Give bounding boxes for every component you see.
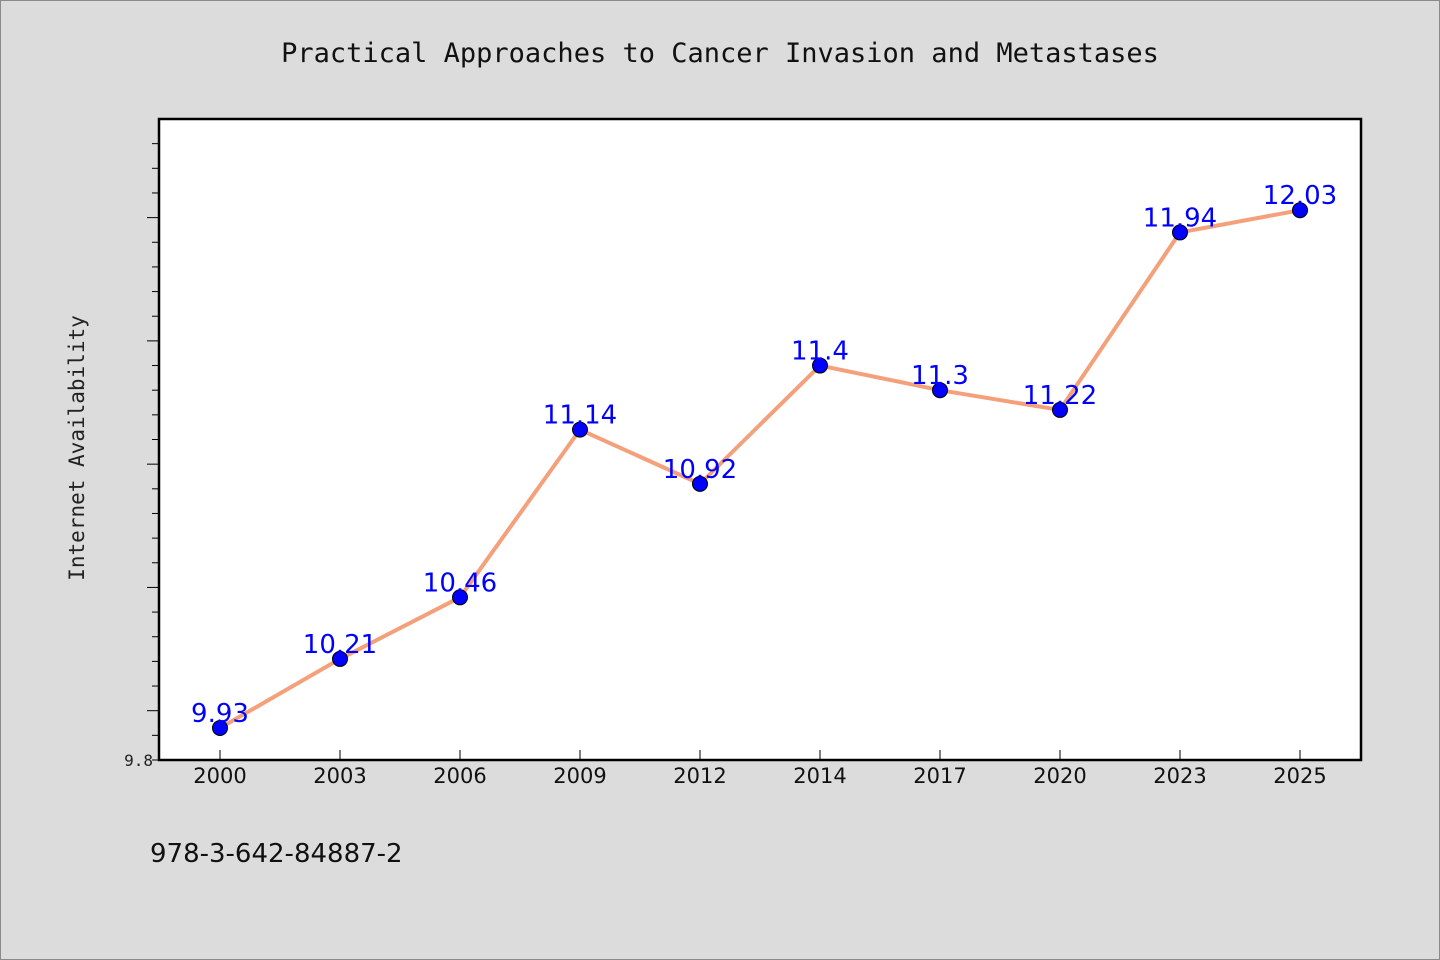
data-point	[692, 475, 708, 492]
data-label: 11.3	[911, 361, 969, 391]
data-label: 11.4	[791, 337, 849, 367]
data-label: 11.94	[1143, 203, 1217, 233]
y-axis-tick-labels: 9.8	[124, 751, 153, 770]
data-point	[1172, 224, 1188, 241]
data-point	[812, 357, 828, 374]
plot-area	[157, 117, 1363, 762]
y-axis-ticks	[147, 143, 159, 761]
data-label: 12.03	[1263, 181, 1337, 211]
isbn-text: 978-3-642-84887-2	[150, 839, 403, 869]
x-tick-label: 2012	[673, 764, 726, 788]
x-tick-label: 2003	[313, 764, 366, 788]
y-axis-label: Internet Availability	[65, 315, 89, 581]
chart-title: Practical Approaches to Cancer Invasion …	[281, 38, 1159, 69]
data-label: 10.21	[303, 630, 377, 660]
data-point	[212, 719, 228, 736]
data-point	[572, 421, 588, 438]
data-label: 10.92	[663, 455, 737, 485]
x-tick-label: 2023	[1153, 764, 1206, 788]
x-axis-ticks	[219, 750, 1301, 760]
series-line	[219, 208, 1301, 730]
data-label: 11.22	[1023, 381, 1097, 411]
x-tick-label: 2000	[193, 764, 246, 788]
x-tick-label: 2006	[433, 764, 486, 788]
data-point	[1052, 401, 1068, 418]
x-tick-label: 2014	[793, 764, 846, 788]
data-label: 10.46	[423, 568, 497, 598]
x-tick-label: 2009	[553, 764, 606, 788]
data-point	[1292, 202, 1308, 219]
x-tick-label: 2025	[1273, 764, 1326, 788]
x-axis-tick-labels: 2000 2003 2006 2009 2012 2014 2017 2020 2023 2025	[193, 764, 1326, 788]
data-markers	[212, 202, 1308, 736]
data-point	[932, 382, 948, 399]
data-point	[332, 650, 348, 667]
x-tick-label: 2017	[913, 764, 966, 788]
data-label: 11.14	[543, 401, 617, 431]
data-label: 9.93	[191, 699, 249, 729]
y-tick-label: 9.8	[124, 751, 153, 770]
x-tick-label: 2020	[1033, 764, 1086, 788]
data-point	[452, 589, 468, 606]
data-labels: 9.93 10.21 10.46 11.14 10.92 11.4 11.3 11.22 11.…	[191, 181, 1337, 729]
